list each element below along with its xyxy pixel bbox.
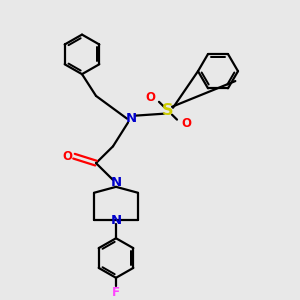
Text: O: O <box>62 150 72 163</box>
Text: N: N <box>125 112 136 125</box>
Text: O: O <box>145 92 155 104</box>
Text: N: N <box>110 176 122 189</box>
Text: N: N <box>110 214 122 227</box>
Text: S: S <box>162 103 174 118</box>
Text: F: F <box>112 286 120 299</box>
Text: O: O <box>181 117 191 130</box>
